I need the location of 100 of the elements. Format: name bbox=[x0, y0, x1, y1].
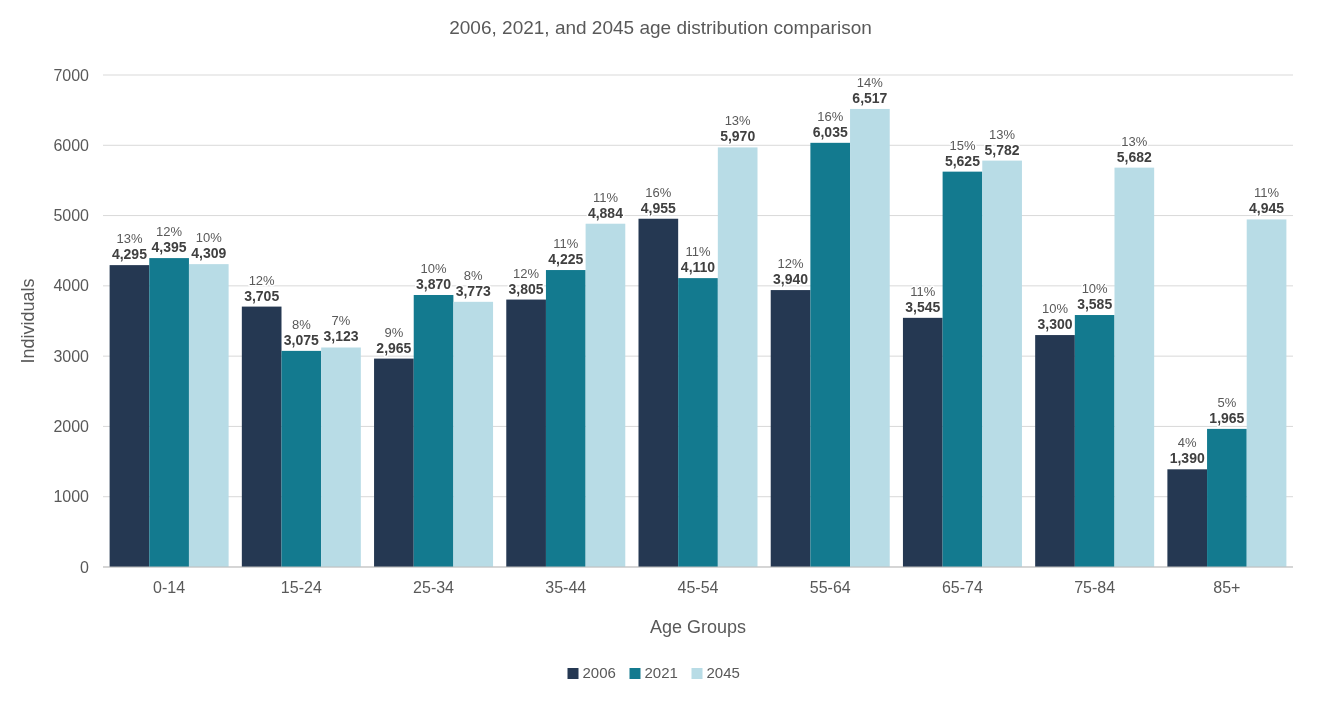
bar bbox=[638, 218, 679, 567]
y-tick-label: 6000 bbox=[53, 136, 90, 154]
annotation: 15% bbox=[949, 137, 976, 153]
y-axis-title: Individuals bbox=[18, 278, 38, 364]
y-tick-label: 0 bbox=[80, 558, 90, 576]
x-tick-label: 55-64 bbox=[809, 579, 851, 596]
bar bbox=[281, 350, 322, 567]
y-tick-label: 7000 bbox=[53, 66, 90, 84]
data-label: 4,955 bbox=[640, 199, 677, 216]
bar bbox=[413, 294, 454, 567]
x-tick-label: 45-54 bbox=[677, 579, 719, 596]
annotation: 12% bbox=[156, 224, 183, 240]
data-label: 5,625 bbox=[944, 152, 981, 169]
annotation: 13% bbox=[724, 113, 752, 129]
bar bbox=[506, 299, 546, 567]
annotation: 10% bbox=[195, 230, 223, 246]
data-label: 4,945 bbox=[1249, 200, 1285, 217]
x-tick-label: 35-44 bbox=[545, 579, 587, 596]
data-label: 1,965 bbox=[1209, 409, 1245, 426]
annotation: 14% bbox=[856, 74, 884, 90]
x-tick-label: 25-34 bbox=[413, 579, 455, 596]
data-label: 4,225 bbox=[548, 251, 584, 268]
bar bbox=[678, 278, 718, 567]
annotation: 5% bbox=[1217, 394, 1237, 410]
y-tick-label: 2000 bbox=[53, 418, 90, 436]
data-label: 3,805 bbox=[508, 280, 544, 297]
bar bbox=[545, 270, 586, 567]
x-tick-label: 65-74 bbox=[941, 579, 984, 596]
data-label: 4,110 bbox=[680, 259, 716, 276]
data-label: 3,773 bbox=[455, 282, 491, 299]
data-label: 5,682 bbox=[1116, 148, 1153, 165]
legend-label: 2021 bbox=[644, 664, 678, 681]
annotation: 12% bbox=[777, 256, 804, 272]
annotation: 9% bbox=[384, 324, 404, 340]
annotation: 10% bbox=[420, 260, 447, 276]
annotation: 7% bbox=[331, 313, 351, 329]
annotation: 13% bbox=[1121, 133, 1148, 149]
bar bbox=[717, 147, 758, 567]
bar bbox=[149, 258, 189, 567]
y-tick-label: 3000 bbox=[53, 347, 90, 365]
bar bbox=[1207, 428, 1247, 567]
annotation: 12% bbox=[248, 272, 276, 288]
annotation: 11% bbox=[553, 236, 579, 252]
bar bbox=[188, 264, 229, 567]
legend-label: 2006 bbox=[582, 664, 616, 681]
annotation: 13% bbox=[116, 231, 143, 247]
x-tick-label: 75-84 bbox=[1074, 579, 1116, 596]
data-label: 6,035 bbox=[812, 123, 848, 140]
bar bbox=[1074, 315, 1115, 567]
annotation: 11% bbox=[592, 189, 619, 205]
bar bbox=[902, 317, 943, 567]
bar bbox=[585, 223, 626, 567]
data-label: 3,075 bbox=[283, 331, 320, 348]
annotation: 16% bbox=[645, 184, 672, 200]
annotation: 4% bbox=[1177, 435, 1198, 451]
y-tick-label: 1000 bbox=[53, 488, 90, 506]
data-label: 3,545 bbox=[905, 298, 941, 315]
data-label: 2,965 bbox=[376, 339, 412, 356]
annotation: 8% bbox=[463, 267, 484, 283]
data-label: 4,395 bbox=[151, 239, 187, 256]
annotation: 13% bbox=[989, 126, 1016, 142]
data-label: 4,295 bbox=[111, 246, 148, 263]
bar bbox=[453, 301, 494, 567]
bar bbox=[770, 290, 811, 567]
bar bbox=[850, 108, 890, 567]
bar bbox=[374, 358, 414, 567]
data-label: 1,390 bbox=[1169, 450, 1205, 467]
legend-label: 2045 bbox=[706, 664, 740, 681]
bar bbox=[321, 347, 361, 567]
annotation: 10% bbox=[1041, 301, 1069, 317]
data-label: 3,585 bbox=[1077, 296, 1113, 313]
bar bbox=[810, 142, 851, 567]
x-axis-title: Age Groups bbox=[649, 617, 747, 637]
annotation: 16% bbox=[817, 108, 844, 124]
annotation: 10% bbox=[1081, 281, 1109, 297]
y-tick-label: 5000 bbox=[53, 207, 90, 225]
bar bbox=[1246, 219, 1287, 567]
data-label: 3,870 bbox=[416, 275, 452, 292]
annotation: 8% bbox=[291, 316, 312, 332]
bar bbox=[1167, 469, 1208, 567]
data-label: 3,300 bbox=[1037, 316, 1073, 333]
data-label: 5,782 bbox=[984, 141, 1020, 158]
bar bbox=[1035, 335, 1075, 567]
data-label: 3,940 bbox=[773, 271, 809, 288]
bar bbox=[109, 265, 150, 567]
chart-title: 2006, 2021, and 2045 age distribution comparison bbox=[449, 17, 872, 38]
data-label: 4,309 bbox=[191, 245, 227, 262]
annotation: 11% bbox=[910, 283, 936, 299]
annotation: 12% bbox=[513, 265, 540, 281]
annotation: 11% bbox=[1254, 185, 1280, 201]
data-label: 6,517 bbox=[852, 89, 888, 106]
data-label: 5,970 bbox=[720, 128, 756, 145]
x-tick-label: 85+ bbox=[1213, 579, 1241, 596]
x-tick-label: 15-24 bbox=[280, 579, 322, 596]
annotation: 11% bbox=[685, 244, 711, 260]
bar bbox=[1114, 167, 1155, 567]
data-label: 3,123 bbox=[323, 328, 359, 345]
bar bbox=[982, 160, 1022, 567]
bar bbox=[241, 306, 282, 567]
bar bbox=[942, 171, 983, 567]
